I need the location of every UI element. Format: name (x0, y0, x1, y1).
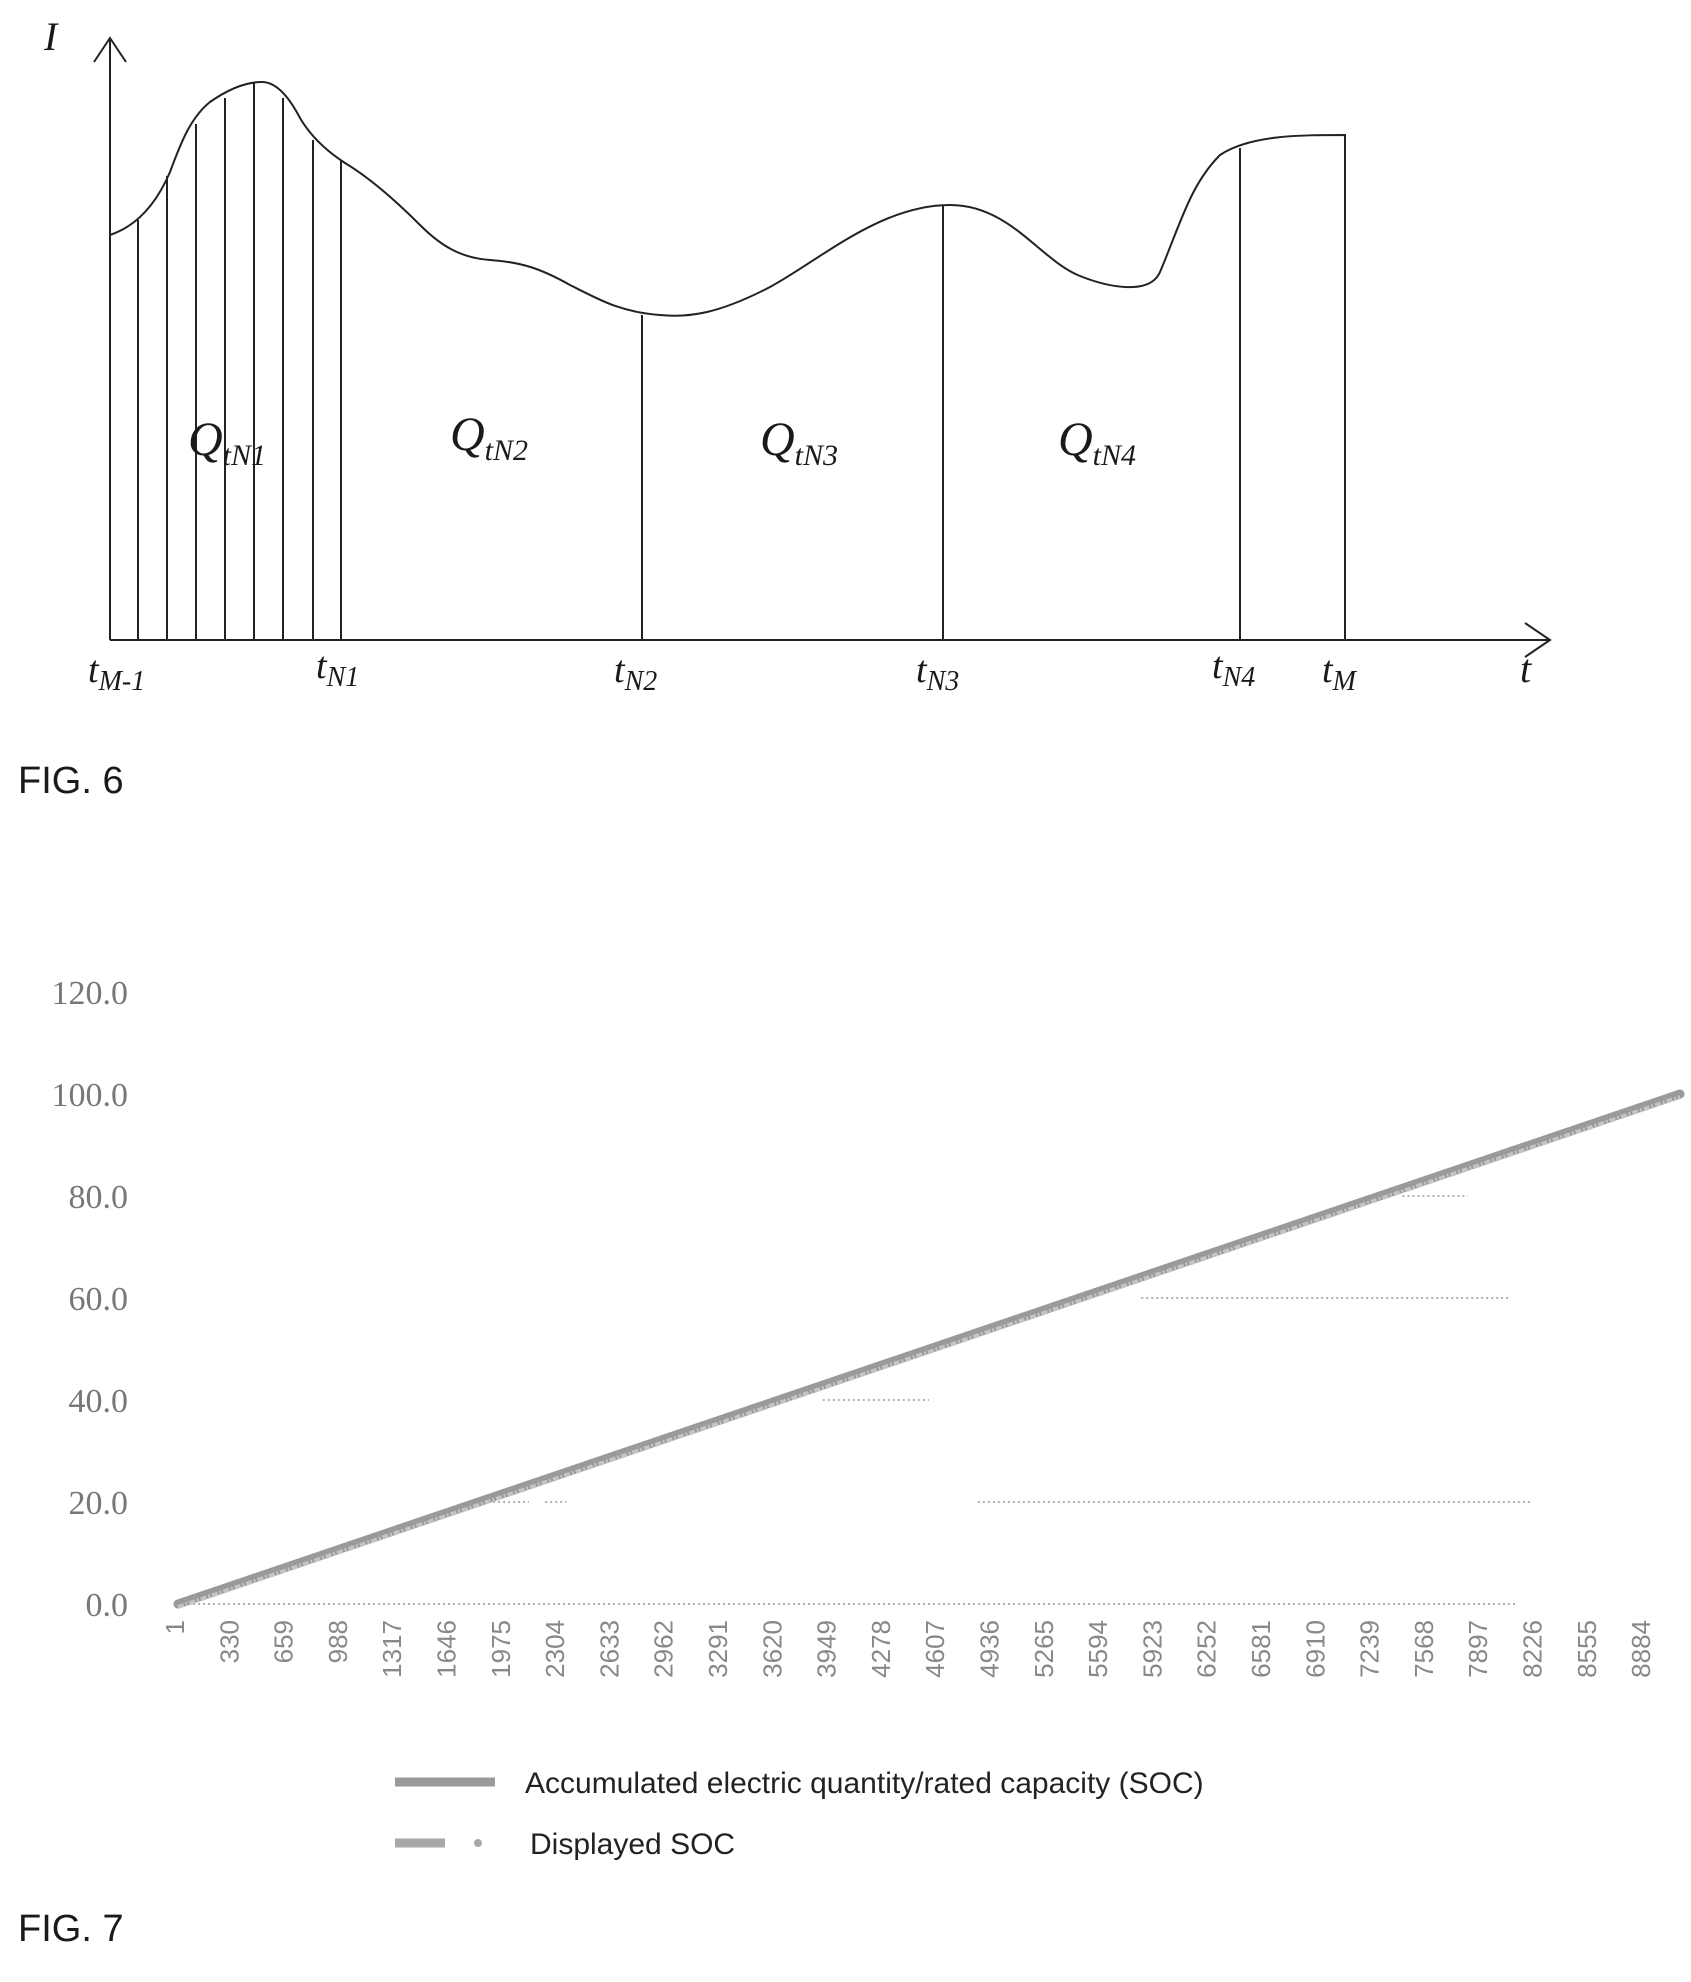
legend-label-displayed: Displayed SOC (530, 1828, 735, 1861)
x-tick-label: 8226 (1518, 1620, 1548, 1678)
region-label-QtN4: QtN4 (1058, 413, 1136, 472)
time-label-tN4: tN4 (1212, 645, 1255, 693)
fig6-caption: FIG. 6 (18, 760, 124, 802)
x-tick-label: 6910 (1300, 1620, 1330, 1678)
fig6-x-axis-arrow (1524, 622, 1552, 658)
time-label-tM-1: tM-1 (88, 649, 145, 697)
x-tick-label: 1646 (432, 1620, 462, 1678)
time-label-tN2: tN2 (614, 649, 657, 697)
x-tick-label: 659 (269, 1620, 299, 1663)
x-tick-label: 1 (160, 1620, 190, 1634)
fig6-axes (93, 36, 1552, 658)
x-tick-label: 8555 (1572, 1620, 1602, 1678)
y-tick-label: 0.0 (86, 1587, 129, 1624)
fig7-x-tick-labels: 1 330 659 988 1317 1646 1975 2304 2633 2962 3291 36… (160, 1620, 1656, 1678)
x-tick-label: 6581 (1246, 1620, 1276, 1678)
fig7-legend: Accumulated electric quantity/rated capa… (395, 1767, 1204, 1861)
fig6-region-labels: QtN1 QtN2 QtN3 QtN4 (188, 408, 1136, 472)
time-label-tN3: tN3 (916, 649, 959, 697)
y-tick-label: 20.0 (69, 1485, 129, 1522)
y-tick-label: 40.0 (69, 1383, 129, 1420)
x-tick-label: 4278 (866, 1620, 896, 1678)
fig6-boundaries (641, 148, 1241, 640)
fig7-chart: 0.0 20.0 40.0 60.0 80.0 100.0 120.0 1 330 659 988… (52, 975, 1685, 1861)
x-tick-label: 2633 (594, 1620, 624, 1678)
x-tick-label: 5265 (1029, 1620, 1059, 1678)
x-tick-label: 6252 (1192, 1620, 1222, 1678)
x-tick-label: 4936 (975, 1620, 1005, 1678)
y-tick-label: 120.0 (52, 975, 129, 1012)
x-tick-label: 3949 (812, 1620, 842, 1678)
displayed-soc-overlay (177, 1095, 1681, 1609)
x-tick-label: 5923 (1137, 1620, 1167, 1678)
legend-swatch-displayed-dot (474, 1839, 482, 1847)
legend-label-accumulated: Accumulated electric quantity/rated capa… (525, 1767, 1204, 1800)
fig6-x-label: t (1520, 646, 1532, 691)
x-tick-label: 3620 (757, 1620, 787, 1678)
x-tick-label: 7897 (1463, 1620, 1493, 1678)
x-tick-label: 7568 (1409, 1620, 1439, 1678)
time-label-tN1: tN1 (316, 645, 359, 693)
x-tick-label: 2962 (649, 1620, 679, 1678)
fig7-caption: FIG. 7 (18, 1908, 124, 1950)
x-tick-label: 4607 (920, 1620, 950, 1678)
region-label-QtN1: QtN1 (188, 413, 266, 472)
y-tick-label: 80.0 (69, 1179, 129, 1216)
fig7-series-displayed-soc (178, 1195, 1534, 1605)
fig6-current-curve (109, 80, 1346, 640)
fig6-y-axis-arrow (93, 36, 127, 63)
x-tick-label: 5594 (1083, 1620, 1113, 1678)
y-tick-label: 60.0 (69, 1281, 129, 1318)
x-tick-label: 1317 (377, 1620, 407, 1678)
fig6-y-label: I (43, 14, 59, 59)
fig6-dense-strips (137, 83, 342, 640)
x-tick-label: 7239 (1355, 1620, 1385, 1678)
y-tick-label: 100.0 (52, 1077, 129, 1114)
x-tick-label: 988 (323, 1620, 353, 1663)
fig6-diagram: I t tM-1 tN1 tN2 tN3 tN4 tM QtN1 QtN2 Qt… (43, 14, 1552, 697)
x-tick-label: 330 (214, 1620, 244, 1663)
x-tick-label: 8884 (1626, 1620, 1656, 1678)
fig7-series-accumulated-soc (173, 1089, 1685, 1609)
x-tick-label: 2304 (540, 1620, 570, 1678)
region-label-QtN2: QtN2 (450, 408, 528, 467)
fig7-y-tick-labels: 0.0 20.0 40.0 60.0 80.0 100.0 120.0 (52, 975, 129, 1624)
region-label-QtN3: QtN3 (760, 413, 838, 472)
x-tick-label: 1975 (486, 1620, 516, 1678)
time-label-tM: tM (1322, 649, 1358, 697)
x-tick-label: 3291 (703, 1620, 733, 1678)
fig6-time-labels: tM-1 tN1 tN2 tN3 tN4 tM (88, 645, 1358, 697)
accumulated-soc-line (173, 1089, 1685, 1609)
